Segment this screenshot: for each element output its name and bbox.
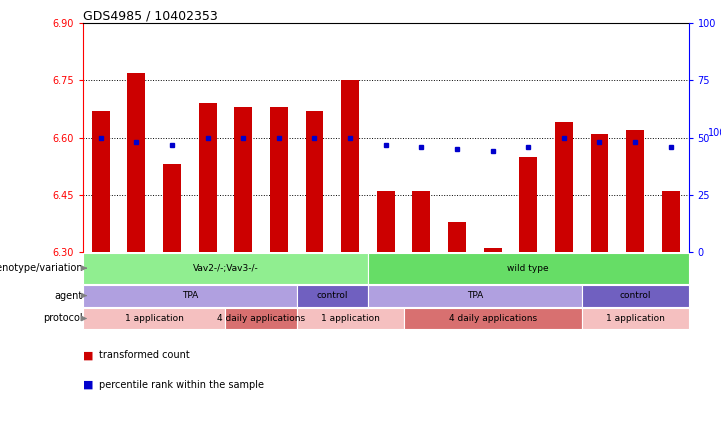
Text: genotype/variation: genotype/variation	[0, 263, 83, 273]
Bar	[590, 134, 609, 252]
Bar	[377, 191, 394, 252]
Text: wild type: wild type	[508, 264, 549, 273]
Y-axis label: 100%: 100%	[708, 128, 721, 138]
Bar	[234, 107, 252, 252]
Bar	[296, 253, 332, 298]
Bar	[582, 253, 617, 298]
Text: 1 application: 1 application	[125, 314, 184, 323]
Bar	[296, 308, 404, 330]
Bar	[582, 285, 689, 307]
Bar	[653, 253, 689, 298]
Text: percentile rank within the sample: percentile rank within the sample	[99, 380, 264, 390]
Bar	[306, 111, 324, 252]
Bar	[662, 191, 680, 252]
Text: 4 daily applications: 4 daily applications	[448, 314, 536, 323]
Bar	[128, 73, 145, 252]
Text: ■: ■	[83, 380, 94, 390]
Bar	[555, 122, 572, 252]
Text: control: control	[619, 291, 651, 300]
Text: TPA: TPA	[466, 291, 483, 300]
Bar	[83, 308, 226, 330]
Bar	[270, 107, 288, 252]
Bar	[190, 253, 226, 298]
Bar	[226, 308, 296, 330]
Bar	[154, 253, 190, 298]
Bar	[439, 253, 475, 298]
Text: transformed count: transformed count	[99, 350, 190, 360]
Bar	[83, 253, 368, 283]
Bar	[412, 191, 430, 252]
Bar	[368, 285, 582, 307]
Bar	[368, 253, 404, 298]
Bar	[368, 253, 689, 283]
Bar	[118, 253, 154, 298]
Bar	[92, 111, 110, 252]
Bar	[226, 253, 261, 298]
Bar	[163, 165, 181, 252]
Text: TPA: TPA	[182, 291, 198, 300]
Bar	[627, 130, 644, 252]
Bar	[510, 253, 546, 298]
Text: 1 application: 1 application	[606, 314, 665, 323]
Bar	[484, 248, 502, 252]
Bar	[341, 80, 359, 252]
Bar	[261, 253, 296, 298]
Bar	[199, 103, 216, 252]
Bar	[519, 157, 537, 252]
Text: 1 application: 1 application	[321, 314, 379, 323]
Bar	[448, 222, 466, 252]
Bar	[475, 253, 510, 298]
Text: agent: agent	[55, 291, 83, 301]
Bar	[617, 253, 653, 298]
Bar	[296, 285, 368, 307]
Bar	[83, 285, 296, 307]
Bar	[332, 253, 368, 298]
Text: protocol: protocol	[43, 313, 83, 324]
Bar	[546, 253, 582, 298]
Bar	[404, 308, 582, 330]
Bar	[582, 308, 689, 330]
Text: Vav2-/-;Vav3-/-: Vav2-/-;Vav3-/-	[193, 264, 258, 273]
Bar	[83, 253, 118, 298]
Text: 4 daily applications: 4 daily applications	[217, 314, 305, 323]
Bar	[404, 253, 439, 298]
Text: GDS4985 / 10402353: GDS4985 / 10402353	[83, 9, 218, 22]
Text: control: control	[317, 291, 348, 300]
Text: ■: ■	[83, 350, 94, 360]
